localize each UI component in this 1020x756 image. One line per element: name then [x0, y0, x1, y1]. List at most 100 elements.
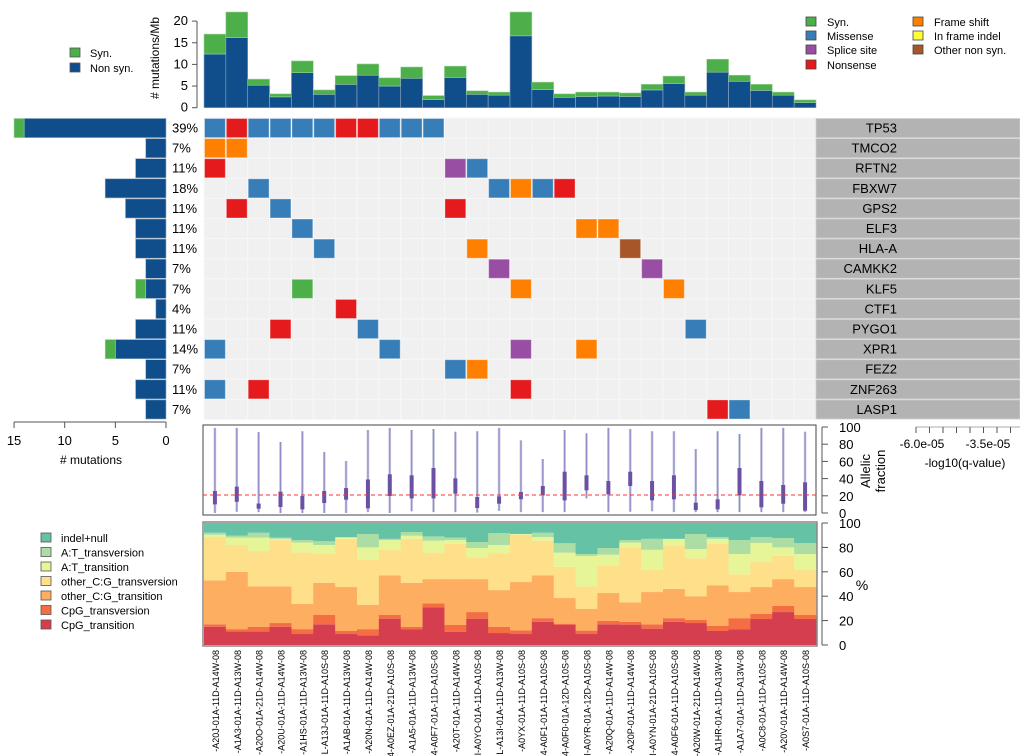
legend-label: CpG_transversion — [61, 606, 150, 618]
allelic-y-title: Allelic — [858, 454, 873, 488]
tmb-bar-syn — [291, 60, 314, 73]
tmb-bar-syn — [640, 84, 664, 91]
spectrum-segment-other-c-g-transversion — [378, 549, 402, 576]
legend-label: Missense — [827, 31, 873, 43]
tmb-bar-nonsyn — [400, 77, 423, 108]
oncoprint-grid: 39% 7% 11% 18% 11% 11% 11% 7% 7% 4% 11% 14% 7% 11% 7% — [172, 117, 817, 420]
sample-label: -A20V-01A-11D-A14W-08 — [779, 650, 789, 753]
spectrum-segment-other-c-g-transversion — [357, 559, 380, 605]
qvalue-bar — [815, 218, 1020, 239]
mutation-cell — [510, 379, 532, 400]
spectrum-segment-a-t-transition — [291, 542, 314, 553]
allelic-box — [322, 490, 327, 504]
mutation-cell — [466, 238, 489, 259]
spectrum-segment-other-c-g-transition — [575, 609, 598, 631]
gene-percent-label: 11% — [172, 201, 197, 216]
allelic-box — [387, 474, 392, 496]
spectrum-segment-other-c-g-transition — [422, 579, 445, 604]
spectrum-segment-cpg-transversion — [400, 626, 424, 630]
spectrum-segment-a-t-transversion — [204, 532, 227, 535]
spectrum-segment-cpg-transversion — [553, 623, 577, 625]
spectrum-segment-a-t-transversion — [553, 543, 577, 553]
qvalue-bar — [815, 278, 1020, 299]
sample-label: -A1A7-01A-11D-A13W-08 — [736, 650, 746, 753]
allelic-box — [453, 478, 458, 494]
tmb-bar-nonsyn — [378, 85, 402, 109]
spectrum-segment-other-c-g-transversion — [772, 555, 795, 580]
sample-label: -A20J-01A-11D-A14W-08 — [211, 650, 221, 752]
spectrum-segment-other-c-g-transversion — [269, 540, 292, 587]
spectrum-segment-cpg-transversion — [772, 605, 795, 613]
spectrum-segment-other-c-g-transversion — [597, 565, 620, 594]
gene-percent-label: 7% — [172, 281, 191, 296]
legend-label: Other non syn. — [934, 45, 1006, 57]
legend-label: A:T_transversion — [61, 548, 144, 560]
tmb-bar-nonsyn — [706, 71, 729, 109]
spectrum-segment-a-t-transversion — [575, 553, 598, 556]
spectrum-y-tick-label: 0 — [839, 638, 846, 653]
tmb-bar-syn — [618, 92, 642, 97]
gene-bar-nonsyn — [155, 299, 167, 319]
qvalue-bar — [815, 339, 1020, 360]
tmb-bar-syn — [400, 66, 423, 79]
tmb-bar-nonsyn — [334, 84, 358, 109]
spectrum-segment-indel-null — [706, 523, 730, 538]
sample-label: L-A13J-01A-11D-A10S-08 — [320, 650, 330, 754]
legend-swatch — [40, 619, 52, 630]
spectrum-segment-cpg-transversion — [444, 624, 467, 632]
mutation-cell — [575, 339, 598, 360]
mutation-cell — [444, 359, 467, 380]
allelic-box — [540, 485, 545, 496]
spectrum-segment-other-c-g-transition — [772, 579, 795, 606]
spectrum-segment-cpg-transition — [794, 619, 817, 645]
mutation-cell — [378, 339, 401, 360]
tmb-bar-syn — [465, 90, 489, 95]
mutation-cell — [400, 118, 423, 139]
mutation-cell — [313, 118, 336, 139]
mutation-cell — [488, 178, 510, 199]
sample-label: -A1HS-01A-11D-A13W-08 — [298, 650, 308, 755]
spectrum-segment-cpg-transition — [291, 634, 314, 645]
tmb-bar-syn — [247, 78, 270, 86]
qvalue-bar — [815, 158, 1020, 179]
tmb-bar-nonsyn — [618, 96, 642, 109]
qvalue-bar — [815, 198, 1020, 219]
qvalue-bar — [815, 118, 1020, 139]
tmb-barplot: 0 5 10 15 20 # mutations/Mb — [148, 11, 817, 115]
spectrum-segment-cpg-transition — [378, 618, 402, 645]
spectrum-segment-indel-null — [444, 523, 467, 538]
spectrum-segment-indel-null — [335, 523, 358, 538]
gene-bar-nonsyn — [145, 258, 167, 279]
spectrum-segment-indel-null — [641, 523, 664, 539]
allelic-box — [431, 468, 436, 499]
spectrum-segment-a-t-transition — [269, 538, 292, 541]
spectrum-segment-cpg-transition — [553, 624, 577, 645]
gene-name-label: RFTN2 — [855, 161, 897, 176]
mutation-cell — [247, 178, 270, 199]
spectrum-segment-indel-null — [291, 523, 314, 541]
gene-percent-label: 7% — [172, 402, 191, 417]
spectrum-segment-a-t-transversion — [313, 541, 336, 545]
spectrum-segment-cpg-transition — [422, 607, 445, 645]
spectrum-segment-other-c-g-transversion — [400, 538, 424, 583]
sample-label: L-A13I-01A-11D-A13W-08 — [495, 650, 505, 755]
spectrum-segment-other-c-g-transversion — [488, 553, 511, 591]
spectrum-segment-other-c-g-transversion — [750, 562, 773, 588]
tmb-y-axis-title: # mutations/Mb — [148, 17, 162, 99]
tmb-y-tick-label: 15 — [174, 35, 188, 50]
spectrum-segment-other-c-g-transition — [597, 593, 620, 621]
spectrum-segment-a-t-transversion — [684, 533, 708, 549]
allelic-box — [365, 479, 370, 509]
allelic-y-tick-label: 0 — [839, 506, 846, 521]
tmb-bar-nonsyn — [422, 99, 445, 108]
spectrum-segment-cpg-transition — [706, 630, 730, 645]
spectrum-segment-a-t-transversion — [400, 532, 424, 536]
spectrum-segment-a-t-transversion — [488, 533, 511, 545]
spectrum-segment-a-t-transition — [335, 537, 358, 539]
mutation-cell — [553, 178, 576, 199]
tmb-y-tick-label: 5 — [181, 78, 188, 93]
mutation-cell — [641, 258, 664, 279]
spectrum-segment-indel-null — [553, 523, 577, 544]
tmb-bar-syn — [422, 95, 445, 100]
spectrum-segment-other-c-g-transversion — [575, 586, 598, 610]
